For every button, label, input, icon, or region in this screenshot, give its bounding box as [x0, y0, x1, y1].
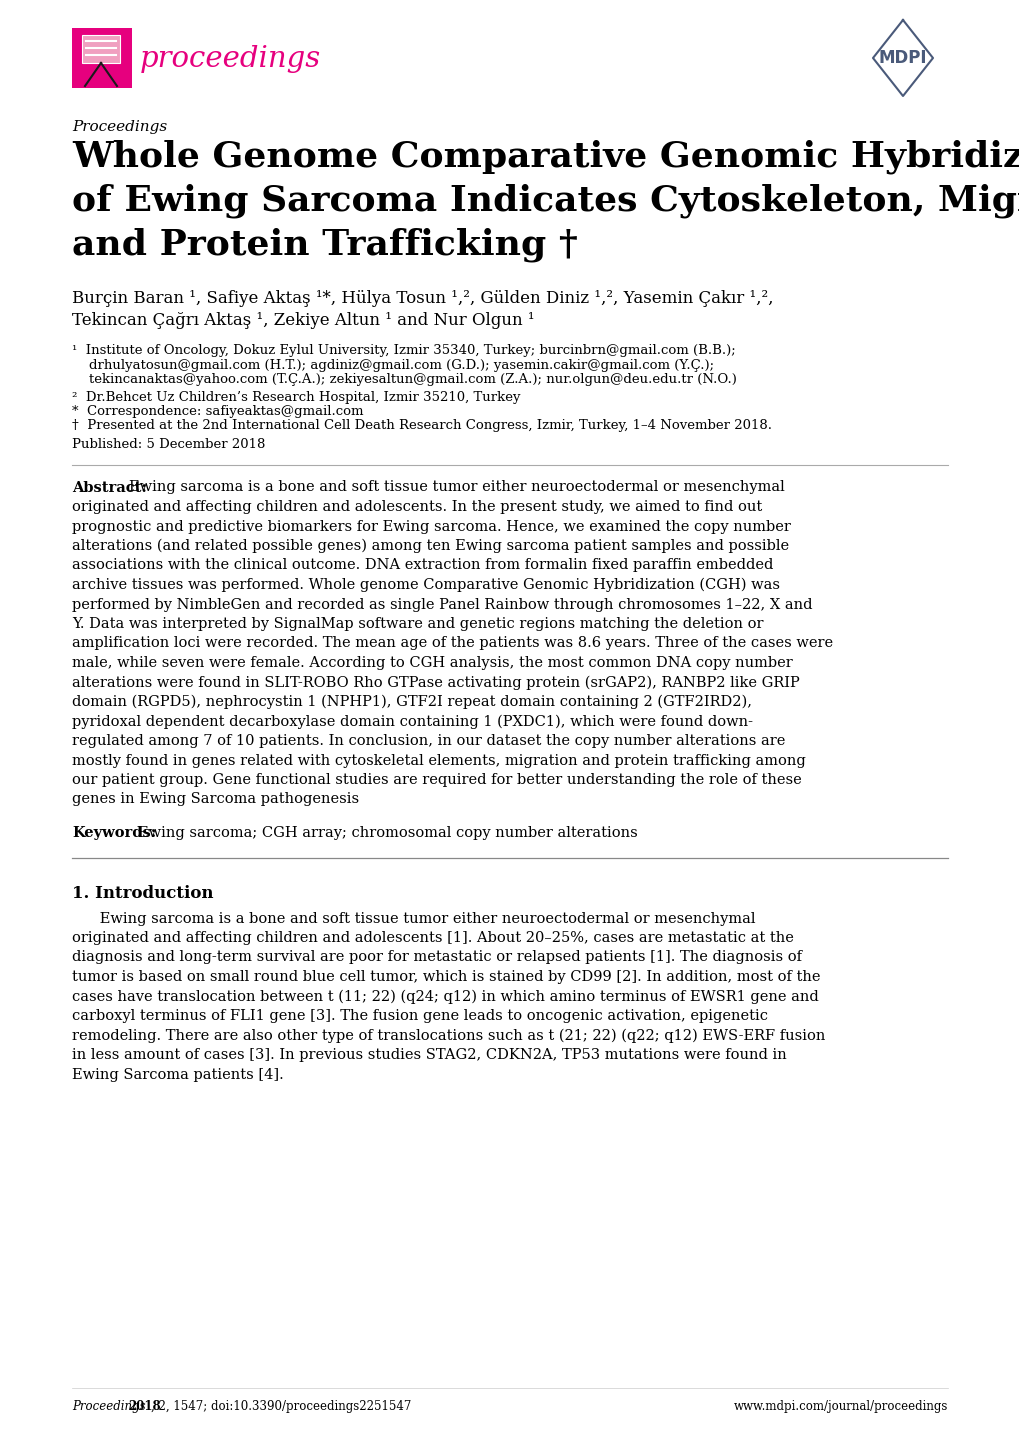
Text: pyridoxal dependent decarboxylase domain containing 1 (PXDC1), which were found : pyridoxal dependent decarboxylase domain… [72, 714, 752, 728]
Text: Y. Data was interpreted by SignalMap software and genetic regions matching the d: Y. Data was interpreted by SignalMap sof… [72, 617, 763, 632]
Text: associations with the clinical outcome. DNA extraction from formalin fixed paraf: associations with the clinical outcome. … [72, 558, 772, 572]
Text: amplification loci were recorded. The mean age of the patients was 8.6 years. Th: amplification loci were recorded. The me… [72, 636, 833, 650]
Text: of Ewing Sarcoma Indicates Cytoskeleton, Migration: of Ewing Sarcoma Indicates Cytoskeleton,… [72, 185, 1019, 219]
Text: Ewing Sarcoma patients [4].: Ewing Sarcoma patients [4]. [72, 1067, 283, 1082]
Text: *  Correspondence: safiyeaktas@gmail.com: * Correspondence: safiyeaktas@gmail.com [72, 405, 363, 418]
Text: performed by NimbleGen and recorded as single Panel Rainbow through chromosomes : performed by NimbleGen and recorded as s… [72, 597, 812, 611]
Text: domain (RGPD5), nephrocystin 1 (NPHP1), GTF2I repeat domain containing 2 (GTF2IR: domain (RGPD5), nephrocystin 1 (NPHP1), … [72, 695, 751, 709]
Text: tumor is based on small round blue cell tumor, which is stained by CD99 [2]. In : tumor is based on small round blue cell … [72, 970, 819, 983]
Text: and Protein Trafficking †: and Protein Trafficking † [72, 228, 578, 262]
Text: †  Presented at the 2nd International Cell Death Research Congress, Izmir, Turke: † Presented at the 2nd International Cel… [72, 420, 771, 433]
Text: remodeling. There are also other type of translocations such as t (21; 22) (q22;: remodeling. There are also other type of… [72, 1028, 824, 1043]
Text: www.mdpi.com/journal/proceedings: www.mdpi.com/journal/proceedings [733, 1400, 947, 1413]
Text: our patient group. Gene functional studies are required for better understanding: our patient group. Gene functional studi… [72, 773, 801, 787]
Text: Burçin Baran ¹, Safiye Aktaş ¹*, Hülya Tosun ¹,², Gülden Diniz ¹,², Yasemin Çakı: Burçin Baran ¹, Safiye Aktaş ¹*, Hülya T… [72, 290, 772, 307]
Text: 2018: 2018 [127, 1400, 160, 1413]
Text: alterations (and related possible genes) among ten Ewing sarcoma patient samples: alterations (and related possible genes)… [72, 539, 789, 554]
Text: originated and affecting children and adolescents. In the present study, we aime: originated and affecting children and ad… [72, 500, 761, 513]
Text: Proceedings: Proceedings [72, 1400, 149, 1413]
Text: carboxyl terminus of FLI1 gene [3]. The fusion gene leads to oncogenic activatio: carboxyl terminus of FLI1 gene [3]. The … [72, 1009, 767, 1022]
Text: Keywords:: Keywords: [72, 826, 156, 841]
Text: Proceedings: Proceedings [72, 120, 167, 134]
Text: Published: 5 December 2018: Published: 5 December 2018 [72, 438, 265, 451]
Text: diagnosis and long-term survival are poor for metastatic or relapsed patients [1: diagnosis and long-term survival are poo… [72, 950, 801, 965]
Text: Tekincan Çağrı Aktaş ¹, Zekiye Altun ¹ and Nur Olgun ¹: Tekincan Çağrı Aktaş ¹, Zekiye Altun ¹ a… [72, 311, 534, 329]
Text: regulated among 7 of 10 patients. In conclusion, in our dataset the copy number : regulated among 7 of 10 patients. In con… [72, 734, 785, 748]
Text: archive tissues was performed. Whole genome Comparative Genomic Hybridization (C: archive tissues was performed. Whole gen… [72, 578, 780, 593]
Text: tekincanaktas@yahoo.com (T.Ç.A.); zekiyesaltun@gmail.com (Z.A.); nur.olgun@deu.e: tekincanaktas@yahoo.com (T.Ç.A.); zekiye… [72, 373, 736, 386]
Text: Ewing sarcoma; CGH array; chromosomal copy number alterations: Ewing sarcoma; CGH array; chromosomal co… [138, 826, 637, 841]
Text: , 2, 1547; doi:10.3390/proceedings2251547: , 2, 1547; doi:10.3390/proceedings225154… [151, 1400, 411, 1413]
Text: ²  Dr.Behcet Uz Children’s Research Hospital, Izmir 35210, Turkey: ² Dr.Behcet Uz Children’s Research Hospi… [72, 391, 520, 404]
Text: alterations were found in SLIT-ROBO Rho GTPase activating protein (srGAP2), RANB: alterations were found in SLIT-ROBO Rho … [72, 675, 799, 689]
Text: MDPI: MDPI [878, 49, 926, 66]
Text: originated and affecting children and adolescents [1]. About 20–25%, cases are m: originated and affecting children and ad… [72, 932, 793, 945]
Text: Abstract:: Abstract: [72, 480, 147, 495]
Text: drhulyatosun@gmail.com (H.T.); agdiniz@gmail.com (G.D.); yasemin.cakir@gmail.com: drhulyatosun@gmail.com (H.T.); agdiniz@g… [72, 359, 713, 372]
FancyBboxPatch shape [72, 27, 131, 88]
Text: Ewing sarcoma is a bone and soft tissue tumor either neuroectodermal or mesenchy: Ewing sarcoma is a bone and soft tissue … [128, 480, 784, 495]
Text: proceedings: proceedings [140, 45, 321, 74]
Text: 1. Introduction: 1. Introduction [72, 885, 213, 903]
FancyBboxPatch shape [82, 35, 120, 63]
Text: in less amount of cases [3]. In previous studies STAG2, CDKN2A, TP53 mutations w: in less amount of cases [3]. In previous… [72, 1048, 786, 1061]
Text: mostly found in genes related with cytoskeletal elements, migration and protein : mostly found in genes related with cytos… [72, 754, 805, 767]
Text: male, while seven were female. According to CGH analysis, the most common DNA co: male, while seven were female. According… [72, 656, 792, 671]
Text: cases have translocation between t (11; 22) (q24; q12) in which amino terminus o: cases have translocation between t (11; … [72, 989, 818, 1004]
Text: Ewing sarcoma is a bone and soft tissue tumor either neuroectodermal or mesenchy: Ewing sarcoma is a bone and soft tissue … [72, 911, 755, 926]
Text: genes in Ewing Sarcoma pathogenesis: genes in Ewing Sarcoma pathogenesis [72, 793, 359, 806]
Text: prognostic and predictive biomarkers for Ewing sarcoma. Hence, we examined the c: prognostic and predictive biomarkers for… [72, 519, 790, 534]
Text: ¹  Institute of Oncology, Dokuz Eylul University, Izmir 35340, Turkey; burcinbrn: ¹ Institute of Oncology, Dokuz Eylul Uni… [72, 345, 735, 358]
Text: Whole Genome Comparative Genomic Hybridization: Whole Genome Comparative Genomic Hybridi… [72, 140, 1019, 174]
